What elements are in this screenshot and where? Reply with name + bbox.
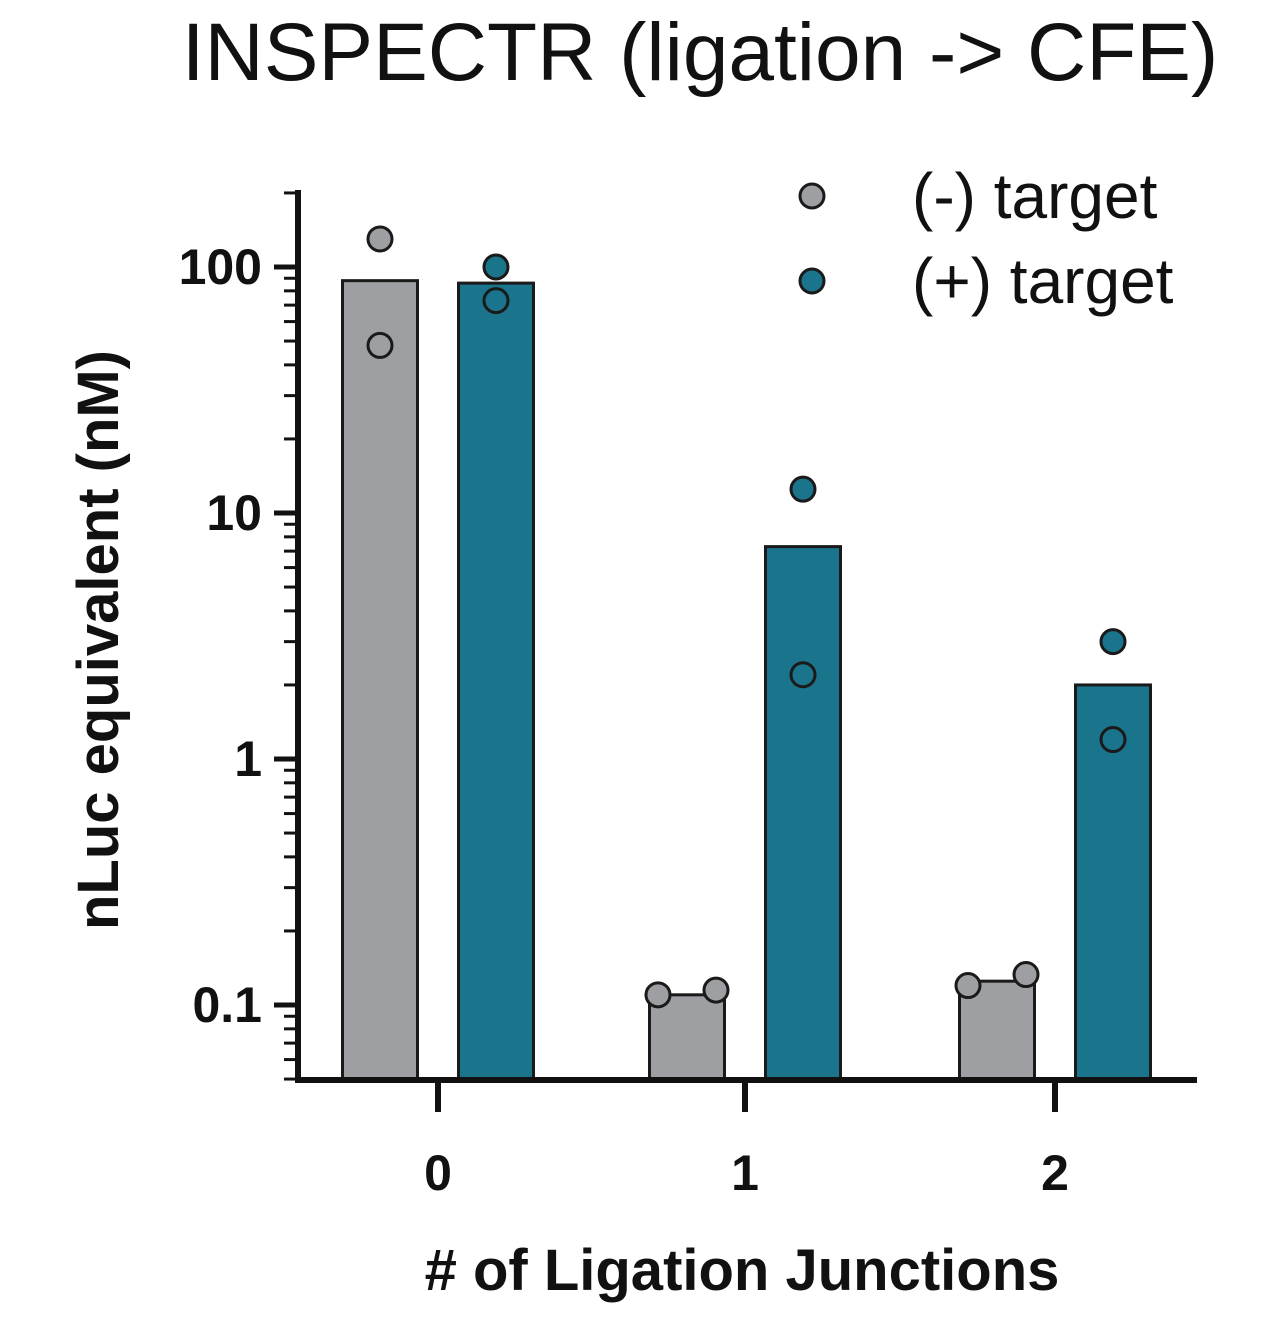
data-point-plus-target-2 bbox=[1099, 628, 1127, 656]
data-point-minus-target-0 bbox=[366, 225, 394, 253]
y-tick-label-0.1: 0.1 bbox=[192, 977, 262, 1033]
y-axis-label: nLuc equivalent (nM) bbox=[66, 350, 131, 930]
y-tick-label-10: 10 bbox=[206, 485, 262, 541]
data-point-plus-target-1 bbox=[789, 475, 817, 503]
chart-title: INSPECTR (ligation -> CFE) bbox=[182, 7, 1219, 98]
bar-minus-target-0 bbox=[341, 279, 419, 1082]
data-point-minus-target-2 bbox=[1012, 961, 1040, 989]
plot-area: 100 10 1 0.1 0 1 2 (-) target (+) target bbox=[179, 160, 1197, 1201]
x-axis-label: # of Ligation Junctions bbox=[425, 1238, 1060, 1303]
data-point-minus-target-0 bbox=[366, 331, 394, 359]
x-tick-label-1: 1 bbox=[731, 1145, 759, 1201]
legend-marker-plus-target bbox=[798, 267, 826, 295]
legend-marker-minus-target bbox=[798, 182, 826, 210]
bar-minus-target-1 bbox=[648, 993, 726, 1082]
bar-plus-target-0 bbox=[457, 281, 535, 1082]
y-tick-label-100: 100 bbox=[179, 239, 262, 295]
legend-label-plus-target: (+) target bbox=[912, 245, 1174, 317]
legend-label-minus-target: (-) target bbox=[912, 160, 1158, 232]
x-tick-label-0: 0 bbox=[424, 1145, 452, 1201]
data-point-plus-target-2 bbox=[1099, 726, 1127, 754]
data-point-plus-target-1 bbox=[789, 661, 817, 689]
x-tick-label-2: 2 bbox=[1041, 1145, 1069, 1201]
bar-plus-target-1 bbox=[764, 545, 842, 1082]
data-point-plus-target-0 bbox=[482, 287, 510, 315]
data-point-minus-target-1 bbox=[702, 976, 730, 1004]
data-point-minus-target-2 bbox=[954, 972, 982, 1000]
data-point-plus-target-0 bbox=[482, 253, 510, 281]
data-point-minus-target-1 bbox=[644, 981, 672, 1009]
y-tick-label-1: 1 bbox=[234, 731, 262, 787]
